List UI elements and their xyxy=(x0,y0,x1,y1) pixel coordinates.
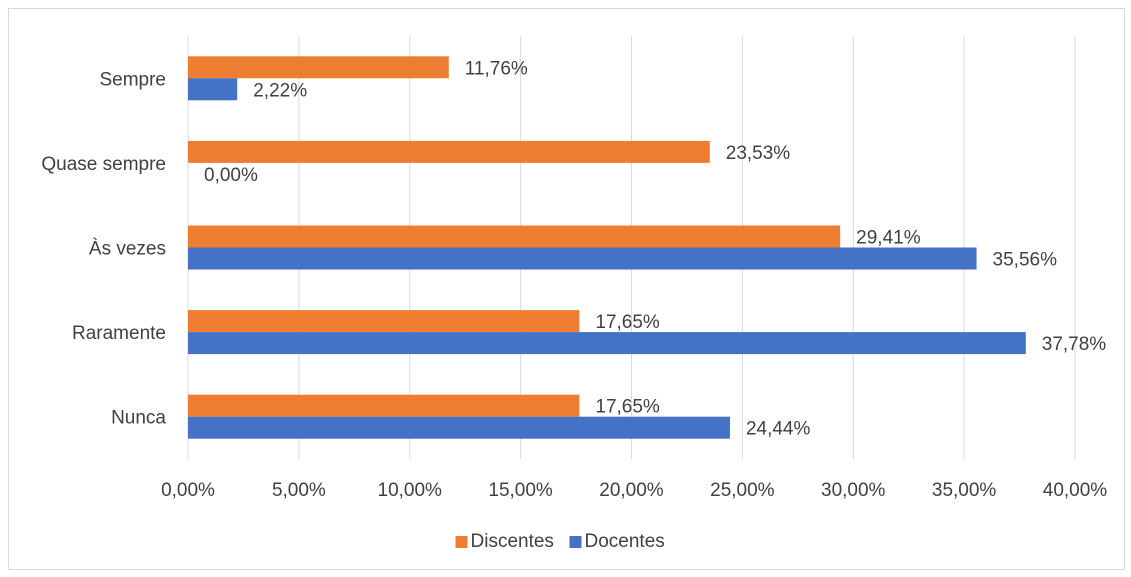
bar-discentes xyxy=(188,56,449,79)
x-tick-label: 15,00% xyxy=(488,480,553,501)
legend-swatch-discentes xyxy=(455,536,468,548)
data-label: 37,78% xyxy=(1042,334,1107,355)
bar-docentes xyxy=(188,78,238,101)
x-tick-label: 40,00% xyxy=(1043,480,1108,501)
data-label: 17,65% xyxy=(595,397,660,418)
bar-docentes xyxy=(188,247,977,270)
bar-docentes xyxy=(188,332,1026,355)
data-label: 35,56% xyxy=(993,250,1058,271)
x-tick-label: 20,00% xyxy=(599,480,664,501)
legend-label: Discentes xyxy=(471,531,554,552)
y-category-label: Às vezes xyxy=(89,239,166,260)
bars xyxy=(188,56,1026,439)
bar-discentes xyxy=(188,225,841,248)
data-label: 2,22% xyxy=(253,80,307,101)
chart-frame xyxy=(8,8,1125,570)
x-tick-label: 10,00% xyxy=(378,480,443,501)
legend-swatch-docentes xyxy=(569,536,582,548)
x-tick-label: 25,00% xyxy=(710,480,775,501)
x-tick-label: 5,00% xyxy=(272,480,326,501)
data-labels: 17,65% 17,65% 29,41% 23,53% 11,76% 24,44% 37,7… xyxy=(204,58,1106,439)
data-label: 23,53% xyxy=(726,143,791,164)
bar-discentes xyxy=(188,310,580,333)
y-category-label: Quase sempre xyxy=(41,154,166,175)
x-tick-label: 35,00% xyxy=(932,480,997,501)
axis-labels: 0,00% 5,00% 10,00% 15,00% 20,00% 25,00% 30,00%… xyxy=(41,69,1107,501)
bar-discentes xyxy=(188,140,710,163)
y-category-label: Sempre xyxy=(99,69,166,90)
data-label: 0,00% xyxy=(204,165,258,186)
y-category-label: Nunca xyxy=(111,408,166,429)
y-category-label: Raramente xyxy=(72,323,166,344)
data-label: 17,65% xyxy=(595,312,660,333)
x-tick-label: 30,00% xyxy=(821,480,886,501)
legend: Discentes Docentes xyxy=(455,531,665,552)
data-label: 29,41% xyxy=(856,228,921,249)
legend-label: Docentes xyxy=(585,531,665,552)
x-tick-label: 0,00% xyxy=(161,480,215,501)
data-label: 11,76% xyxy=(465,58,528,79)
bar-discentes xyxy=(188,394,580,417)
data-label: 24,44% xyxy=(746,419,811,440)
bar-docentes xyxy=(188,416,730,439)
